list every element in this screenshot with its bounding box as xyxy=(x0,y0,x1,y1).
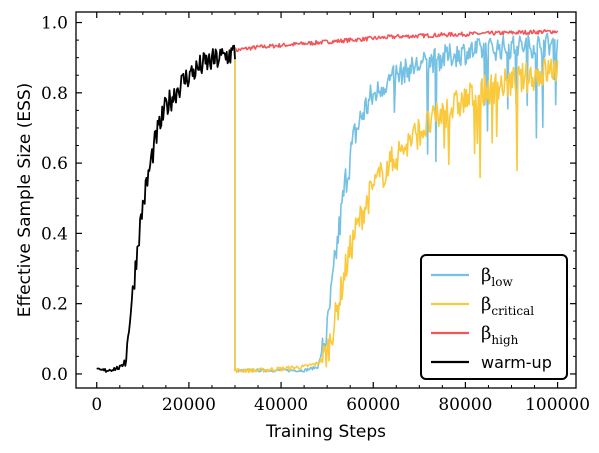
x-axis-label: Training Steps xyxy=(265,422,386,442)
series-layer xyxy=(96,29,559,374)
x-tick-label: 60000 xyxy=(346,395,400,415)
y-tick-label: 0.4 xyxy=(41,224,68,244)
x-tick-label: 100000 xyxy=(525,395,590,415)
x-tick-label: 80000 xyxy=(438,395,492,415)
y-tick-label: 0.0 xyxy=(41,365,68,385)
series-line-warmup xyxy=(96,44,236,373)
legend: βlow βcritical βhigh warm-up xyxy=(420,254,568,380)
x-tick-label: 20000 xyxy=(162,395,216,415)
series-line-low xyxy=(234,32,559,373)
y-tick-label: 0.6 xyxy=(41,154,68,174)
y-axis-label: Effective Sample Size (ESS) xyxy=(15,83,35,318)
x-tick-label: 0 xyxy=(91,395,102,415)
legend-label-high: βhigh xyxy=(481,323,519,347)
x-tick-label: 40000 xyxy=(254,395,308,415)
axes: 0 20000 40000 60000 80000 100000 0.0 0.2 0.4 0.6 0… xyxy=(41,11,590,415)
y-tick-label: 0.2 xyxy=(41,295,68,315)
legend-label-critical: βcritical xyxy=(481,294,534,318)
plot-frame xyxy=(75,11,577,389)
legend-label-low: βlow xyxy=(481,265,513,289)
series-line-high xyxy=(234,29,559,54)
legend-box xyxy=(420,254,568,380)
series-line-critical xyxy=(234,47,559,374)
legend-label-warmup: warm-up xyxy=(481,353,552,372)
y-tick-label: 0.8 xyxy=(41,84,68,104)
y-tick-label: 1.0 xyxy=(41,14,68,34)
